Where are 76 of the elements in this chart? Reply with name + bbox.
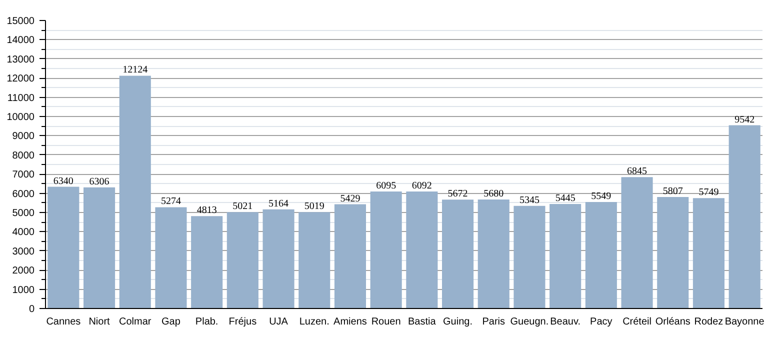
bar [585,202,617,308]
y-tick-label: 9000 [12,131,35,142]
y-tick-label: 10000 [6,112,35,123]
x-tick-label: UJA [269,316,288,328]
data-label: 5749 [698,187,719,198]
data-label: 5672 [448,188,468,200]
bar [262,209,294,308]
y-tick-label: 7000 [12,170,35,181]
y-tick-label: 15000 [6,16,35,27]
x-tick-label: Niort [88,316,110,328]
data-label: 6845 [627,166,648,178]
y-tick-label: 1000 [12,284,35,296]
bar [298,212,330,308]
data-label: 5445 [555,192,576,204]
x-tick-label: Plab. [195,316,218,328]
y-tick-label: 11000 [7,92,35,104]
data-label: 6306 [89,176,110,188]
data-label: 5807 [662,186,683,198]
data-label: 5429 [340,193,360,204]
x-tick-label: Gueugn. [510,316,549,328]
data-label: 6095 [376,180,396,192]
x-tick-label: Guing. [443,316,473,328]
data-label: 5019 [304,201,324,212]
y-tick-label: 2000 [12,266,35,277]
x-tick-label: Créteil [622,316,652,328]
bar [84,187,116,308]
data-label: 5274 [160,196,181,208]
bar [334,204,366,308]
bar [550,204,582,308]
x-tick-label: Beauv. [550,316,581,328]
data-label: 5164 [268,198,289,210]
x-tick-label: Colmar [119,316,152,328]
bar [406,192,438,308]
bar [728,125,760,308]
data-label: 9542 [734,114,755,126]
data-label: 5680 [484,188,504,200]
x-tick-label: Bastia [408,316,436,328]
y-tick-label: 0 [28,304,35,315]
data-label: 6340 [53,176,74,187]
x-tick-label: Gap [162,316,181,328]
x-tick-label: Paris [482,316,506,328]
x-tick-label: Amiens [334,316,367,328]
data-label: 5345 [519,194,540,206]
y-tick-label: 3000 [12,246,35,258]
data-label: 4813 [196,205,217,216]
y-tick-label: 13000 [6,54,35,66]
x-tick-label: Pacy [590,316,612,328]
x-tick-label: Bayonne [724,316,765,328]
y-tick-label: 14000 [6,35,35,46]
x-tick-label: Orléans [655,316,690,328]
data-label: 12124 [122,64,148,76]
data-label: 5549 [591,190,612,202]
bar [191,216,223,308]
bar [119,76,151,308]
bar [48,186,80,308]
data-label: 6092 [412,180,432,192]
x-tick-label: Rodez [694,316,724,328]
bar [621,177,653,308]
x-tick-label: Fréjus [228,316,257,328]
y-tick-label: 6000 [12,188,35,200]
bar [692,198,724,308]
x-tick-label: Rouen [371,316,401,328]
y-tick-label: 5000 [12,208,35,219]
bar [657,197,689,308]
bar [155,207,187,308]
y-tick-label: 4000 [12,227,35,238]
bar [442,200,474,308]
x-tick-label: Cannes [46,316,81,328]
bar [370,191,402,308]
y-tick-label: 12000 [6,74,35,85]
x-tick-label: Luzen. [299,316,330,328]
data-label: 5021 [232,201,253,212]
bar [478,199,510,308]
y-tick-label: 8000 [12,150,35,162]
bar [226,212,258,308]
bar [514,206,546,308]
